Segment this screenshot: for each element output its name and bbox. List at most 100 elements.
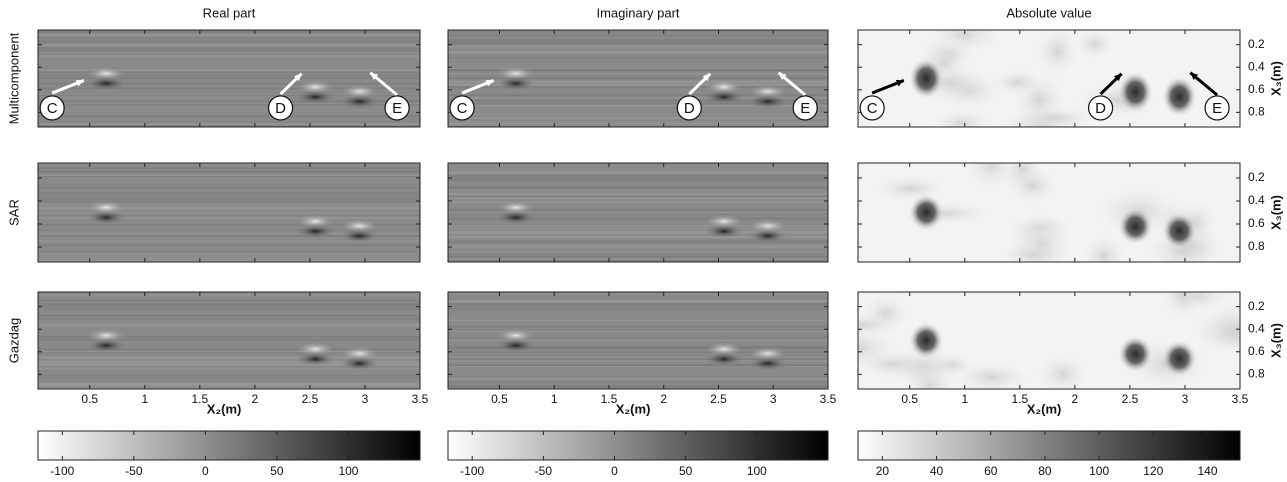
image-panel [447, 162, 829, 263]
annotation-arrowhead [293, 73, 302, 82]
x-tick-label: 1.5 [601, 392, 618, 406]
row-label: SAR [6, 199, 21, 226]
x-tick-label: 1 [961, 392, 968, 406]
panel-content [858, 292, 1240, 389]
target-blob [909, 322, 944, 359]
panel-frame [447, 291, 829, 390]
colorbar-tick-label: 120 [1143, 464, 1163, 478]
panel-frame [447, 29, 829, 128]
reflection-dark [747, 94, 788, 109]
reflection-dark [295, 352, 336, 367]
x-tick-label: 0.5 [81, 392, 98, 406]
background-blotch [964, 163, 1018, 190]
background-blotch [858, 348, 932, 380]
colorbar-tick-label: 60 [984, 464, 998, 478]
x-tick-label: 1.5 [191, 392, 208, 406]
panel-frame [37, 162, 421, 263]
colorbar-tick-label: 20 [876, 464, 890, 478]
image-panel: 0.2 0.4 0.6 0.8X₃(m) [857, 291, 1283, 390]
colorbar-tick-label: 100 [747, 464, 767, 478]
y-tick-label: 0.8 [1248, 105, 1265, 119]
y-tick-label: 0.8 [1248, 239, 1265, 253]
x-tick-label: 2.5 [302, 392, 319, 406]
panel-content [448, 30, 828, 127]
colorbar-tick-label: 100 [1089, 464, 1109, 478]
y-tick-label: 0.6 [1248, 216, 1265, 230]
reflection-bright [295, 214, 336, 229]
annotation-label: D [275, 100, 286, 117]
colorbar-tick-label: -100 [50, 464, 74, 478]
reflection-bright [703, 80, 744, 95]
panel-content [858, 163, 1240, 262]
annotation-label: D [684, 100, 695, 117]
reflection-dark [747, 356, 788, 371]
reflection-bright [495, 328, 536, 343]
colorbar-tick-label: 0 [611, 464, 618, 478]
target-blob [1162, 212, 1197, 249]
reflection-dark [703, 224, 744, 239]
y-tick-label: 0.2 [1248, 299, 1265, 313]
panel-frame [37, 29, 421, 128]
background-blotch [930, 108, 993, 127]
reflection-bright [703, 214, 744, 229]
reflection-dark [495, 338, 536, 353]
target-blob [1162, 76, 1197, 117]
x-axis-label: X₂(m) [1027, 401, 1062, 416]
image-panel: C D E [447, 29, 829, 128]
background-blotch [1010, 105, 1099, 127]
annotation-arrowhead [485, 79, 494, 87]
background-blotch [1034, 30, 1080, 77]
annotation-label: D [1095, 100, 1106, 117]
reflection-dark [86, 338, 127, 353]
panel-content [448, 292, 828, 389]
reflection-bright [747, 346, 788, 361]
x-tick-label: 1 [141, 392, 148, 406]
x-axis-label: X₂(m) [616, 401, 651, 416]
x-tick-label: 2 [252, 392, 259, 406]
reflection-dark [495, 76, 536, 91]
y-tick-label: 0.6 [1248, 82, 1265, 96]
column-title: Imaginary part [596, 5, 679, 20]
row-label: Multicomponent [6, 32, 21, 124]
annotation-label: C [47, 100, 58, 117]
x-tick-label: 2.5 [710, 392, 727, 406]
panel-frame [857, 291, 1241, 390]
colorbar-tick-label: 50 [679, 464, 693, 478]
x-tick-label: 3.5 [412, 392, 429, 406]
annotation-circle [1204, 95, 1230, 121]
x-tick-label: 2 [1072, 392, 1079, 406]
background-blotch [873, 174, 948, 203]
background-blotch [953, 361, 1031, 389]
target-blob [1118, 208, 1153, 245]
annotation-label: E [392, 100, 402, 117]
reflection-dark [295, 90, 336, 105]
colorbar [37, 430, 421, 461]
background-blotch [1036, 352, 1090, 389]
background-blotch [1192, 312, 1240, 355]
y-tick-label: 0.2 [1248, 37, 1265, 51]
reflection-bright [86, 66, 127, 81]
reflection-bright [703, 342, 744, 357]
reflection-dark [339, 356, 380, 371]
y-axis-label: X₃(m) [1268, 61, 1283, 96]
y-tick-label: 0.4 [1248, 59, 1265, 73]
background-blotch [858, 312, 900, 338]
x-tick-label: 1 [551, 392, 558, 406]
annotation-arrowhead [895, 79, 904, 87]
reflection-bright [495, 200, 536, 215]
annotation-circle [449, 95, 475, 121]
colorbar-tick-label: -50 [125, 464, 143, 478]
reflection-bright [747, 84, 788, 99]
background-blotch [1007, 167, 1059, 205]
annotation-circle [39, 95, 65, 121]
y-axis-label: X₃(m) [1268, 195, 1283, 230]
y-tick-label: 0.4 [1248, 193, 1265, 207]
annotation-arrowhead [702, 73, 711, 82]
y-tick-label: 0.4 [1248, 321, 1265, 335]
reflection-bright [295, 342, 336, 357]
annotation-circle [676, 95, 702, 121]
y-axis-label: X₃(m) [1268, 323, 1283, 358]
colorbar-tick-label: 100 [338, 464, 358, 478]
x-tick-label: 2 [660, 392, 667, 406]
